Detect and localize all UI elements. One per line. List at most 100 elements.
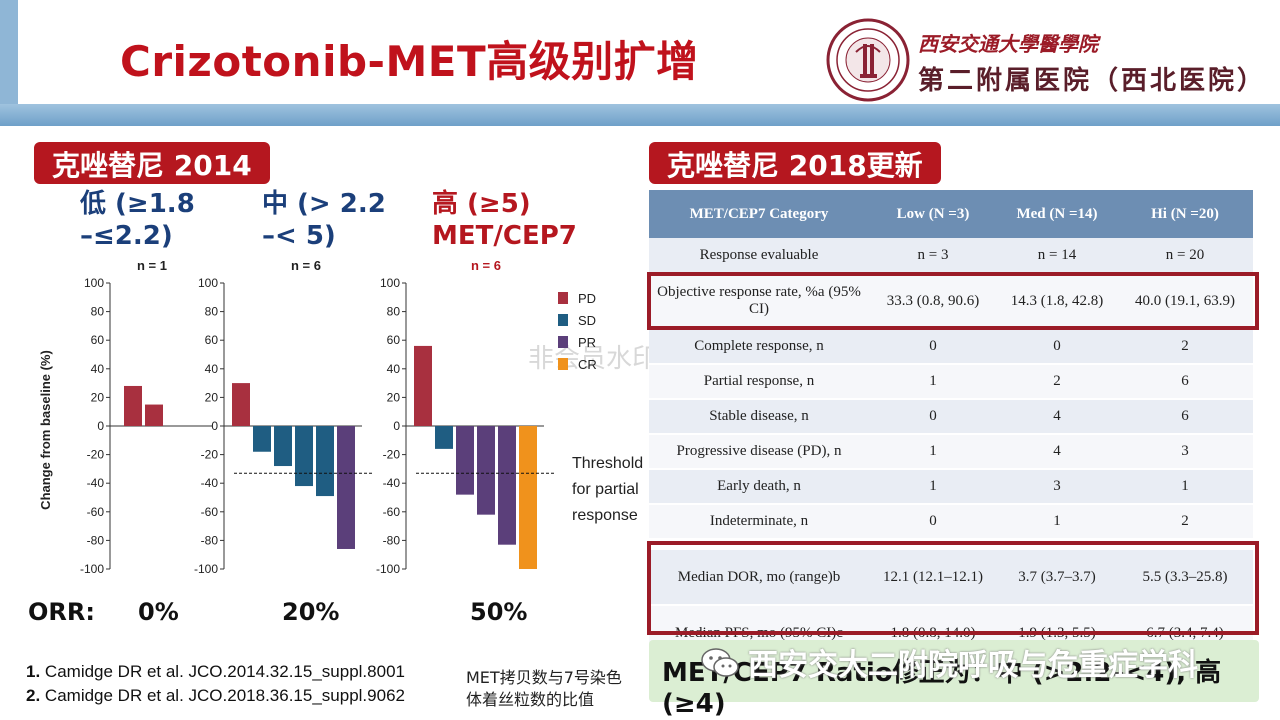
table-metric-cell: Early death, n	[649, 469, 869, 505]
category-label-mid: 中 (> 2.2 –< 5)	[262, 188, 386, 252]
orr-label: ORR:	[28, 598, 95, 626]
table-header-row: MET/CEP7 Category Low (N =3) Med (N =14)…	[649, 190, 1253, 238]
threshold-text-line: Threshold	[572, 455, 643, 472]
threshold-text-line: for partial	[572, 481, 639, 498]
category-mid-line2: –< 5)	[262, 221, 336, 251]
y-tick-label: -40	[383, 476, 401, 490]
table-value-cell: 0	[869, 504, 997, 540]
table-metric-cell: Partial response, n	[649, 364, 869, 400]
legend-swatch-sd	[558, 314, 568, 326]
banner-watermark: 西安交大二附院呼吸与危重症学科	[748, 648, 1198, 683]
y-tick-label: 60	[387, 333, 401, 347]
y-axis-label: Change from baseline (%)	[38, 350, 53, 510]
slide-title: Crizotonib-MET高级别扩增	[120, 37, 699, 86]
section-label-2018: 克唑替尼 2018更新	[649, 142, 941, 184]
dor-pfs-highlight-box	[647, 541, 1259, 635]
category-high-line2: MET/CEP7	[432, 221, 577, 251]
y-tick-label: 100	[84, 276, 104, 290]
hospital-name-main: 第二附属医院（西北医院）	[918, 66, 1267, 96]
y-tick-label: 20	[205, 390, 219, 404]
header-med: Med (N =14)	[997, 190, 1117, 238]
y-tick-label: -100	[80, 562, 104, 576]
table-metric-cell: Complete response, n	[649, 329, 869, 365]
waterfall-bar-pd	[145, 404, 163, 426]
category-low-line1: 低 (≥1.8	[80, 189, 195, 219]
orr-high: 50%	[470, 598, 528, 626]
y-tick-label: -60	[383, 505, 401, 519]
table-value-cell: 40.0 (19.1, 63.9)	[1117, 273, 1253, 330]
ratio-note-line2: 体着丝粒数的比值	[466, 690, 595, 709]
conclusion-text: MET/CEP7 Ratio修正为：中 (>2.2–<4), 高(≥4)	[662, 658, 1222, 719]
y-tick-label: -60	[201, 505, 219, 519]
section-label-2014: 克唑替尼 2014	[34, 142, 270, 184]
table-value-cell: n = 14	[997, 238, 1117, 274]
waterfall-chart: Change from baseline (%) 100 80 60 40 20 0 -20 -…	[38, 258, 643, 576]
waterfall-bar-sd	[435, 426, 453, 449]
slide-header: Crizotonib-MET高级别扩增 西安交通大學醫學院 第二附属医院（西北医…	[0, 0, 1280, 126]
table-value-cell: 5.5 (3.3–25.8)	[1117, 549, 1253, 606]
table-value-cell: 14.3 (1.8, 42.8)	[997, 273, 1117, 330]
y-tick-label: 0	[393, 419, 400, 433]
table-value-cell: 3	[997, 469, 1117, 505]
legend-label-cr: CR	[578, 357, 597, 372]
waterfall-bar-pd	[232, 383, 250, 426]
table-value-cell: 1	[997, 504, 1117, 540]
table-value-cell: 33.3 (0.8, 90.6)	[869, 273, 997, 330]
legend-swatch-pd	[558, 292, 568, 304]
legend-label-pd: PD	[578, 291, 596, 306]
table-metric-cell: Median DOR, mo (range)b	[649, 549, 869, 606]
y-tick-label: -60	[87, 505, 105, 519]
table-row: Median DOR, mo (range)b 12.1 (12.1–12.1) 3…	[649, 549, 1253, 606]
y-tick-label: 40	[91, 362, 105, 376]
waterfall-bar-sd	[295, 426, 313, 487]
reference-2-text: Camidge DR et al. JCO.2018.36.15_suppl.9…	[44, 686, 405, 705]
panel-n-label: n = 6	[291, 258, 321, 273]
table-value-cell: 4	[997, 399, 1117, 435]
orr-mid: 20%	[282, 598, 340, 626]
table-value-cell: 3	[1117, 434, 1253, 470]
category-label-high: 高 (≥5) MET/CEP7	[432, 188, 577, 252]
category-low-line2: –≤2.2)	[80, 221, 173, 251]
threshold-text-line: response	[572, 507, 638, 524]
conclusion-banner	[649, 640, 1259, 702]
table-value-cell: 6	[1117, 364, 1253, 400]
waterfall-bar-pr	[477, 426, 495, 515]
y-tick-label: 80	[205, 305, 219, 319]
table-value-cell: 1	[1117, 469, 1253, 505]
y-tick-label: -100	[194, 562, 218, 576]
reference-2-number: 2.	[26, 686, 41, 705]
ratio-note-line1: MET拷贝数与7号染色	[466, 668, 622, 687]
category-high-line1: 高 (≥5)	[432, 189, 531, 219]
orr-highlight-box	[647, 272, 1259, 330]
table-value-cell: 1	[869, 364, 997, 400]
waterfall-bar-pd	[414, 345, 432, 426]
waterfall-bar-sd	[274, 426, 292, 467]
table-value-cell: 1	[869, 469, 997, 505]
waterfall-bar-sd	[316, 426, 334, 497]
table-value-cell: 0	[869, 329, 997, 365]
y-tick-label: 60	[205, 333, 219, 347]
legend-swatch-pr	[558, 336, 568, 348]
waterfall-bar-cr	[519, 426, 537, 569]
y-tick-label: 0	[97, 419, 104, 433]
table-value-cell: 12.1 (12.1–12.1)	[869, 549, 997, 606]
results-table: MET/CEP7 Category Low (N =3) Med (N =14)…	[649, 190, 1253, 662]
header-accent-bar	[0, 0, 18, 104]
panel-n-label: n = 6	[471, 258, 501, 273]
reference-2: 2. Camidge DR et al. JCO.2018.36.15_supp…	[26, 686, 405, 706]
table-value-cell: n = 20	[1117, 238, 1253, 274]
header-category: MET/CEP7 Category	[649, 190, 869, 238]
orr-low: 0%	[138, 598, 179, 626]
waterfall-bar-pr	[337, 426, 355, 549]
waterfall-bar-sd	[253, 426, 271, 452]
reference-1: 1. Camidge DR et al. JCO.2014.32.15_supp…	[26, 662, 405, 682]
header-bottom-band	[0, 104, 1280, 126]
hospital-name-top: 西安交通大學醫學院	[918, 32, 1098, 56]
hospital-logo-icon	[826, 18, 910, 102]
y-tick-label: 100	[380, 276, 400, 290]
table-row: Objective response rate, %a (95% CI) 33.3…	[649, 273, 1253, 330]
y-tick-label: 40	[387, 362, 401, 376]
table-value-cell: 2	[997, 364, 1117, 400]
